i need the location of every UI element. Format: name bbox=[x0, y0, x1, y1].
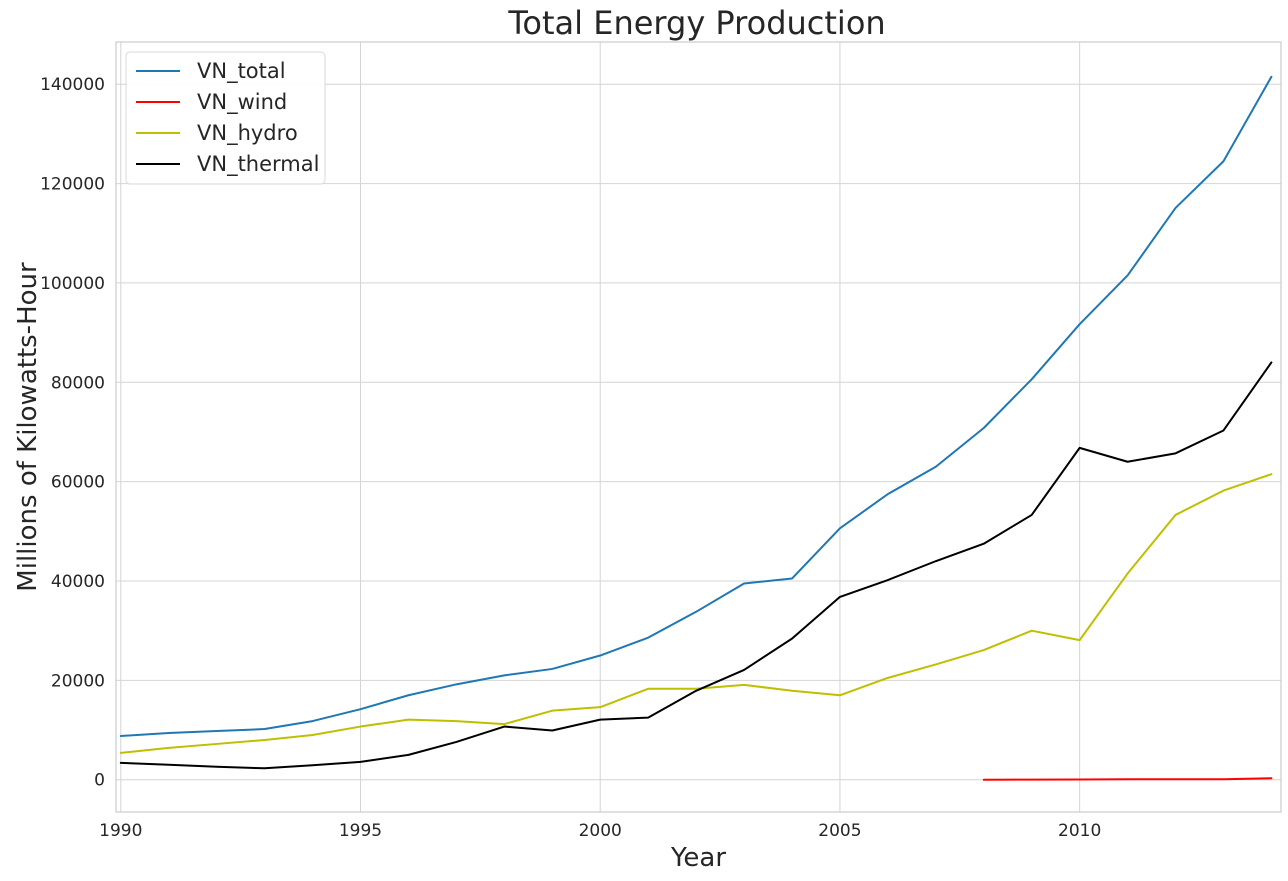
legend: VN_total VN_wind VN_hydro VN_thermal bbox=[125, 51, 326, 185]
x-tick-label: 2010 bbox=[1058, 821, 1101, 841]
y-tick-label: 140000 bbox=[40, 75, 105, 95]
y-tick-label: 60000 bbox=[51, 473, 105, 493]
x-axis-title: Year bbox=[670, 843, 726, 873]
legend-label: VN_total bbox=[197, 59, 286, 84]
plot-area bbox=[115, 41, 1282, 813]
legend-label: VN_hydro bbox=[197, 121, 298, 146]
series-line-vn-wind bbox=[982, 777, 1273, 781]
x-tick-label: 1990 bbox=[99, 821, 142, 841]
y-axis-ticks: 0 20000 40000 60000 80000 100000 120000 140000 bbox=[40, 75, 105, 790]
x-tick-label: 1995 bbox=[339, 821, 382, 841]
y-tick-label: 0 bbox=[94, 771, 105, 791]
series-layer bbox=[119, 75, 1273, 781]
series-line-vn-hydro bbox=[119, 473, 1273, 754]
y-axis-title: Millions of Kilowatts-Hour bbox=[13, 262, 43, 592]
x-axis-ticks: 1990 1995 2000 2005 2010 bbox=[99, 821, 1101, 841]
y-tick-label: 120000 bbox=[40, 175, 105, 195]
legend-box bbox=[125, 51, 326, 185]
x-tick-label: 2000 bbox=[579, 821, 622, 841]
y-tick-label: 20000 bbox=[51, 671, 105, 691]
y-tick-label: 80000 bbox=[51, 373, 105, 393]
legend-label: VN_thermal bbox=[197, 152, 319, 177]
y-tick-label: 40000 bbox=[51, 572, 105, 592]
chart-title: Total Energy Production bbox=[507, 4, 885, 42]
series-line-vn-thermal bbox=[119, 361, 1273, 770]
series-line-vn-total bbox=[119, 75, 1273, 737]
y-tick-label: 100000 bbox=[40, 274, 105, 294]
x-tick-label: 2005 bbox=[818, 821, 861, 841]
legend-label: VN_wind bbox=[197, 90, 287, 115]
